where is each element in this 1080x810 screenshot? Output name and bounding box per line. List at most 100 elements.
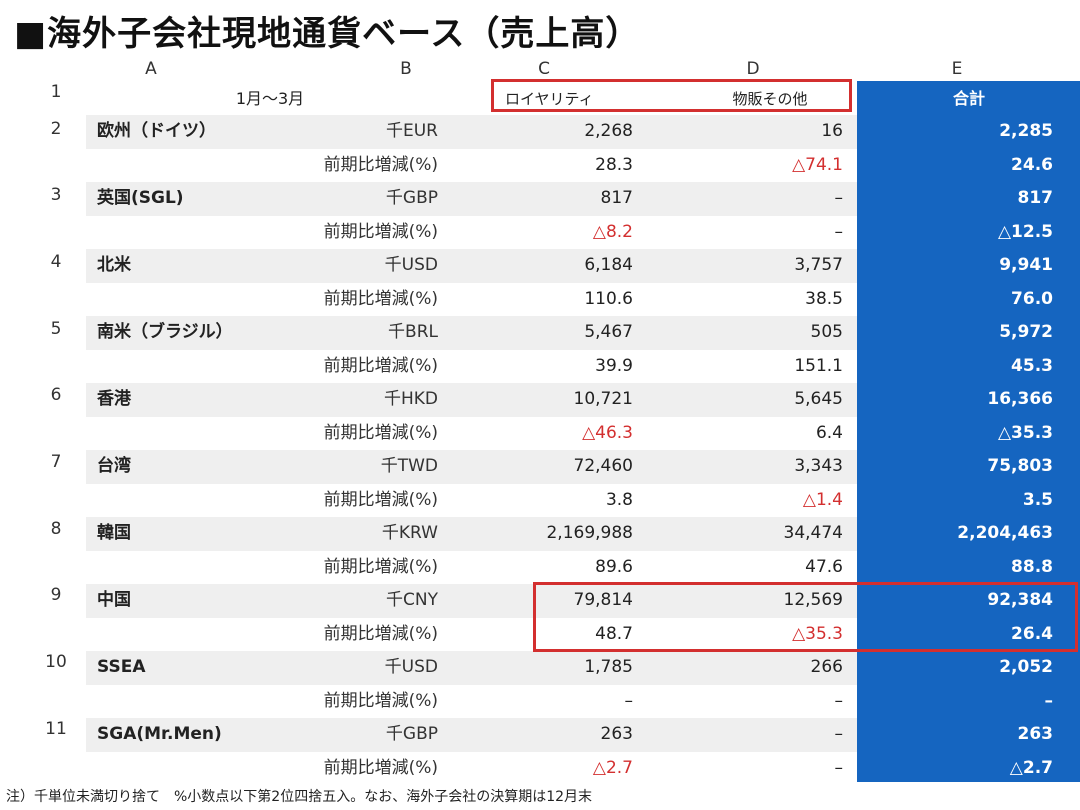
table-row: 台湾 千TWD 72,460 3,343 75,803 (0, 450, 1080, 484)
total-yoy: △35.3 (997, 422, 1053, 443)
table-row: 北米 千USD 6,184 3,757 9,941 (0, 249, 1080, 283)
royalty-value: 263 (600, 724, 633, 744)
row-number: 1 (50, 82, 62, 102)
royalty-yoy: △8.2 (592, 221, 633, 242)
row-band (86, 517, 857, 551)
royalty-value: 79,814 (573, 590, 633, 610)
yoy-label: 前期比増減(%) (323, 221, 438, 242)
table-row: SSEA 千USD 1,785 266 2,052 (0, 651, 1080, 685)
total-yoy: 26.4 (1011, 623, 1053, 644)
royalty-yoy: 3.8 (605, 489, 633, 510)
row-number: 2 (50, 119, 62, 139)
merchandise-yoy: – (834, 221, 844, 242)
column-letters: A B C D E (0, 58, 1080, 80)
table-row-yoy: 前期比増減(%) 39.9 151.1 45.3 (0, 350, 1080, 384)
total-value: 16,366 (987, 389, 1053, 409)
merchandise-value: 3,343 (794, 456, 843, 476)
row-band (86, 450, 857, 484)
merchandise-value: 3,757 (794, 255, 843, 275)
row-number: 7 (50, 452, 62, 472)
row-number: 4 (50, 252, 62, 272)
row-band (86, 115, 857, 149)
total-value: 5,972 (999, 322, 1053, 342)
table-row-yoy: 前期比増減(%) – – – (0, 685, 1080, 719)
column-letter-b: B (400, 59, 412, 79)
table-row-yoy: 前期比増減(%) 110.6 38.5 76.0 (0, 283, 1080, 317)
yoy-label: 前期比増減(%) (323, 355, 438, 376)
region-name: 台湾 (97, 456, 131, 476)
total-value: 2,052 (999, 657, 1053, 677)
merchandise-yoy: – (834, 690, 844, 711)
merchandise-value: – (834, 188, 844, 208)
total-value: 9,941 (999, 255, 1053, 275)
total-yoy: 88.8 (1011, 556, 1053, 577)
total-yoy: 76.0 (1011, 288, 1053, 309)
royalty-yoy: 28.3 (595, 154, 633, 175)
currency-unit: 千USD (384, 657, 438, 677)
yoy-label: 前期比増減(%) (323, 288, 438, 309)
table-row: 香港 千HKD 10,721 5,645 16,366 (0, 383, 1080, 417)
period-label: 1月～3月 (235, 89, 305, 108)
currency-unit: 千GBP (385, 188, 438, 208)
row-number: 5 (50, 319, 62, 339)
footnote: 注）千単位未満切り捨て %小数点以下第2位四捨五入。なお、海外子会社の決算期は1… (6, 789, 593, 805)
total-column-background (857, 81, 1080, 782)
page-title: ■海外子会社現地通貨ベース（売上高） (14, 14, 641, 54)
region-name: 韓国 (97, 523, 131, 543)
yoy-label: 前期比増減(%) (323, 556, 438, 577)
merchandise-yoy: 38.5 (805, 288, 843, 309)
table-row: SGA(Mr.Men) 千GBP 263 – 263 (0, 718, 1080, 752)
highlight-box-header (491, 79, 852, 112)
merchandise-value: 5,645 (794, 389, 843, 409)
highlight-box-china (533, 582, 1078, 652)
royalty-value: 10,721 (573, 389, 633, 409)
merchandise-yoy: △74.1 (792, 154, 843, 175)
royalty-value: 2,169,988 (546, 523, 633, 543)
merchandise-yoy: △1.4 (802, 489, 843, 510)
table-row-yoy: 前期比増減(%) 89.6 47.6 88.8 (0, 551, 1080, 585)
total-yoy: 24.6 (1011, 154, 1053, 175)
royalty-yoy: 48.7 (595, 623, 633, 644)
table-header-row: 1月～3月 ロイヤリティ 物販その他 合計 (0, 81, 1080, 115)
total-yoy: 3.5 (1022, 489, 1053, 510)
total-value: 263 (1017, 724, 1054, 744)
yoy-label: 前期比増減(%) (323, 489, 438, 510)
total-value: 2,285 (999, 121, 1053, 141)
merchandise-value: 266 (810, 657, 843, 677)
royalty-yoy: – (624, 690, 634, 711)
table-row: 英国(SGL) 千GBP 817 – 817 (0, 182, 1080, 216)
row-band (86, 651, 857, 685)
yoy-label: 前期比増減(%) (323, 154, 438, 175)
region-name: 北米 (97, 255, 131, 275)
royalty-yoy: 39.9 (595, 355, 633, 376)
merchandise-yoy: 47.6 (805, 556, 843, 577)
yoy-label: 前期比増減(%) (323, 623, 438, 644)
merchandise-yoy: – (834, 757, 844, 778)
table-row: 韓国 千KRW 2,169,988 34,474 2,204,463 (0, 517, 1080, 551)
region-name: 英国(SGL) (97, 188, 184, 208)
table-row: 南米（ブラジル） 千BRL 5,467 505 5,972 (0, 316, 1080, 350)
currency-unit: 千KRW (381, 523, 438, 543)
row-band (86, 718, 857, 752)
royalty-value: 5,467 (584, 322, 633, 342)
table-row: 中国 千CNY 79,814 12,569 92,384 (0, 584, 1080, 618)
currency-unit: 千TWD (380, 456, 438, 476)
merchandise-yoy: △35.3 (792, 623, 843, 644)
merchandise-value: 505 (810, 322, 843, 342)
royalty-value: 72,460 (573, 456, 633, 476)
header-total: 合計 (952, 89, 985, 108)
row-number: 11 (45, 719, 67, 739)
total-yoy: – (1044, 690, 1054, 711)
table-row-yoy: 前期比増減(%) △8.2 – △12.5 (0, 216, 1080, 250)
table-row-yoy: 前期比増減(%) 48.7 △35.3 26.4 (0, 618, 1080, 652)
currency-unit: 千CNY (386, 590, 438, 610)
row-band (86, 182, 857, 216)
yoy-label: 前期比増減(%) (323, 757, 438, 778)
region-name: 欧州（ドイツ） (97, 121, 216, 141)
royalty-yoy: △2.7 (592, 757, 633, 778)
total-value: 92,384 (987, 590, 1053, 610)
total-value: 817 (1017, 188, 1054, 208)
region-name: 中国 (97, 590, 131, 610)
row-number: 8 (50, 519, 62, 539)
table-row-yoy: 前期比増減(%) △46.3 6.4 △35.3 (0, 417, 1080, 451)
